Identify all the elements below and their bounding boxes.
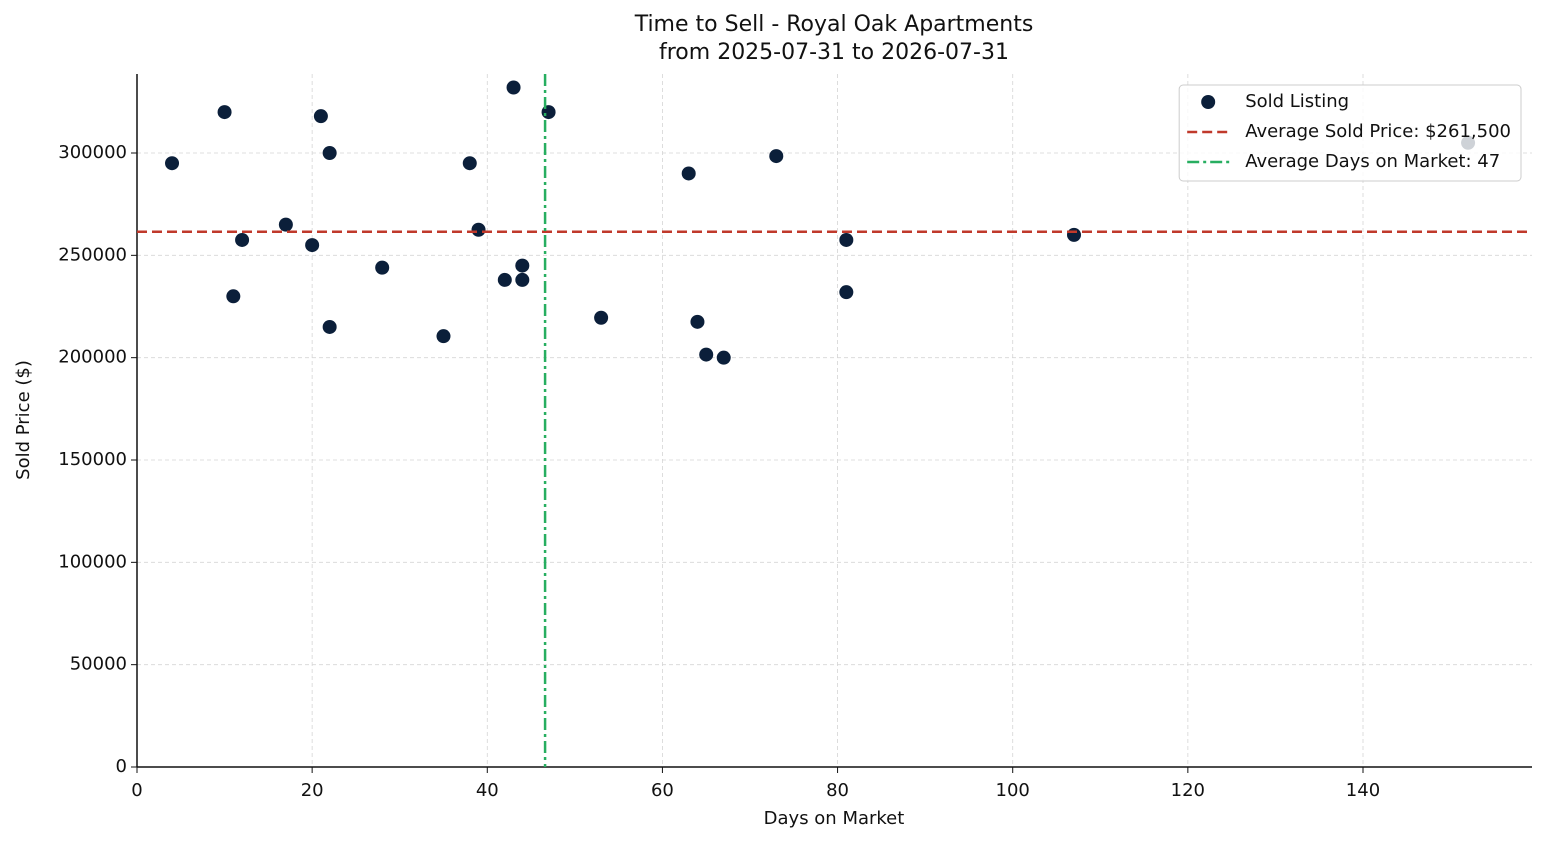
x-tick-label: 40 <box>476 780 499 801</box>
scatter-point <box>436 329 451 344</box>
y-tick-label: 0 <box>116 756 127 777</box>
legend-box <box>1178 84 1522 182</box>
scatter-point <box>305 238 320 253</box>
legend-label: Average Days on Market: 47 <box>1245 151 1500 172</box>
scatter-point <box>235 232 250 247</box>
legend-label: Average Sold Price: $261,500 <box>1245 121 1511 142</box>
scatter-point <box>322 319 337 334</box>
scatter-point <box>699 347 714 362</box>
scatter-point <box>217 105 232 120</box>
scatter-point <box>769 149 784 164</box>
scatter-point <box>506 80 521 95</box>
scatter-point <box>226 289 241 304</box>
scatter-point <box>313 109 328 124</box>
y-tick-label: 150000 <box>58 449 127 470</box>
scatter-point <box>681 166 696 181</box>
x-tick-label: 140 <box>1346 780 1380 801</box>
x-tick-label: 0 <box>131 780 142 801</box>
chart-title: Time to Sell - Royal Oak Apartments <box>634 12 1034 37</box>
scatter-point <box>515 258 530 273</box>
x-axis-label: Days on Market <box>764 808 905 829</box>
scatter-point <box>278 217 293 232</box>
y-tick-label: 200000 <box>58 347 127 368</box>
x-tick-label: 120 <box>1171 780 1205 801</box>
scatter-point <box>471 222 486 237</box>
chart-subtitle: from 2025-07-31 to 2026-07-31 <box>659 40 1009 65</box>
y-tick-label: 100000 <box>58 551 127 572</box>
y-tick-label: 250000 <box>58 244 127 265</box>
y-axis-label: Sold Price ($) <box>13 360 34 480</box>
scatter-point <box>839 285 854 300</box>
scatter-point <box>839 232 854 247</box>
scatter-point <box>1067 227 1082 242</box>
scatter-point <box>515 272 530 287</box>
scatter-point <box>716 350 731 365</box>
scatter-point <box>165 156 180 171</box>
x-tick-label: 60 <box>651 780 674 801</box>
scatter-point <box>375 260 390 275</box>
scatter-point <box>322 146 337 161</box>
legend-label: Sold Listing <box>1245 91 1349 112</box>
scatter-point <box>690 314 705 329</box>
scatter-point <box>594 310 609 325</box>
scatter-point <box>541 105 556 120</box>
y-tick-label: 50000 <box>70 654 127 675</box>
scatter-point <box>462 156 477 171</box>
x-tick-label: 20 <box>301 780 324 801</box>
legend-marker <box>1201 95 1216 109</box>
x-tick-label: 100 <box>996 780 1030 801</box>
x-tick-label: 80 <box>826 780 849 801</box>
y-tick-label: 300000 <box>58 142 127 163</box>
scatter-point <box>497 272 512 287</box>
